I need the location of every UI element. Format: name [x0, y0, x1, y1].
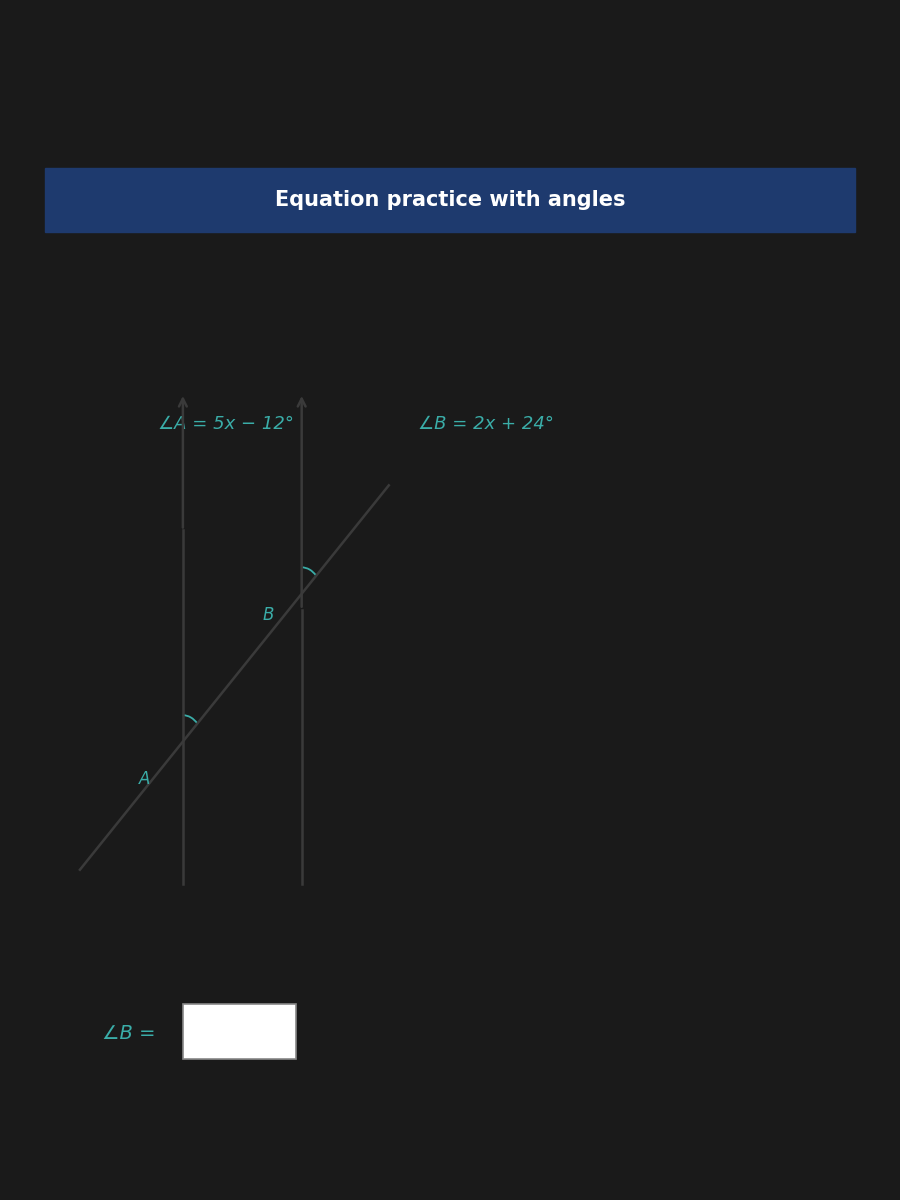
Text: Solve for: Solve for: [102, 925, 214, 946]
Text: The angle measurements in the diagram are represented: The angle measurements in the diagram ar…: [102, 286, 621, 304]
Bar: [183, 1004, 296, 1058]
Text: ∠B = 2x + 24°: ∠B = 2x + 24°: [418, 415, 554, 433]
Text: ∠B =: ∠B =: [102, 1025, 155, 1044]
Text: and then find the measure of ∠B:: and then find the measure of ∠B:: [236, 925, 638, 946]
Text: by the following expressions.: by the following expressions.: [102, 335, 364, 353]
Text: ∠A = 5x − 12°: ∠A = 5x − 12°: [158, 415, 294, 433]
Text: A: A: [140, 770, 150, 788]
Text: B: B: [262, 606, 274, 624]
Bar: [45, 168, 855, 232]
Text: x: x: [221, 925, 235, 946]
Text: Equation practice with angles: Equation practice with angles: [274, 190, 626, 210]
